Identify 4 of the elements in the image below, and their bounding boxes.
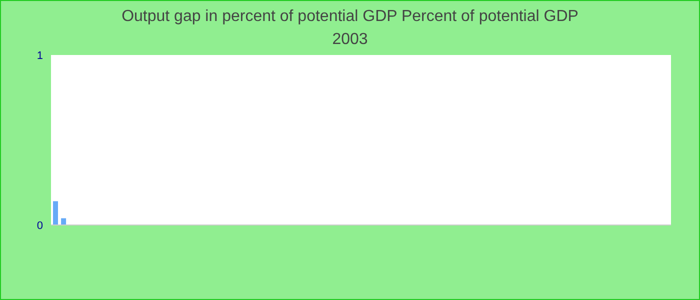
chart-title: Output gap in percent of potential GDP Percent of potential GDP xyxy=(120,7,580,27)
chart-subtitle: 2003 xyxy=(331,30,369,50)
y-tick-label: 1 xyxy=(36,50,43,62)
y-tick-label: 0 xyxy=(36,220,43,232)
